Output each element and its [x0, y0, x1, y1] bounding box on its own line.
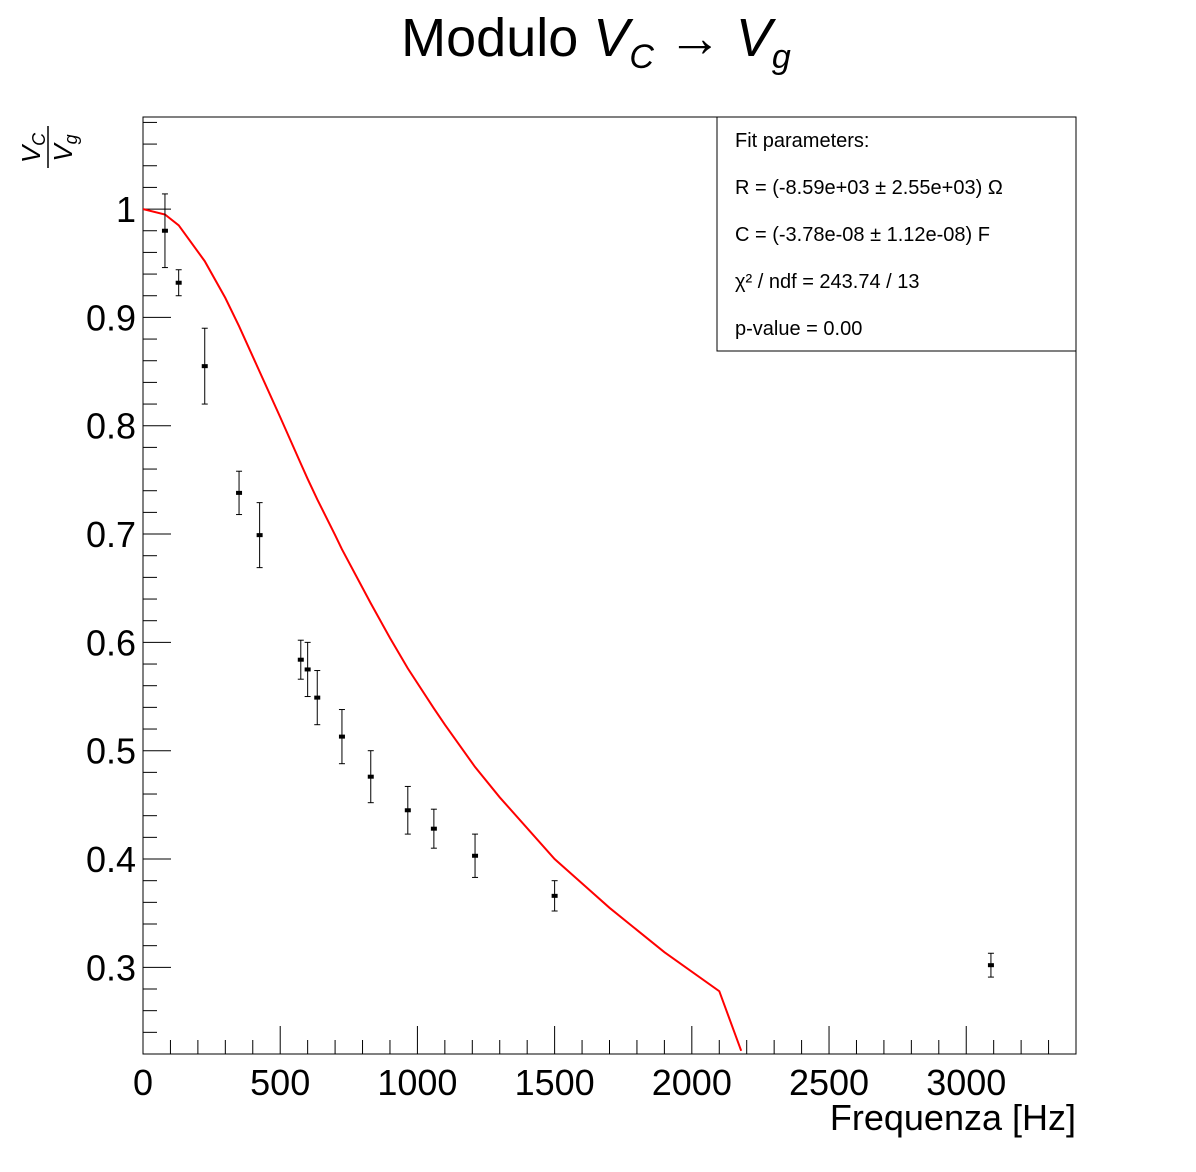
data-point [201, 327, 208, 405]
data-point [236, 470, 243, 516]
x-axis-label: Frequenza [Hz] [830, 1097, 1076, 1138]
data-point [161, 193, 168, 269]
fit-chi2-ndf: χ² / ndf = 243.74 / 13 [735, 271, 920, 293]
data-point [987, 952, 994, 978]
x-tick-label: 2500 [789, 1062, 869, 1103]
data-point [175, 269, 182, 297]
y-tick-label: 0.8 [86, 406, 136, 447]
point-marker [314, 695, 321, 700]
y-label-den-sub: g [61, 134, 81, 144]
y-tick-label: 0.3 [86, 947, 136, 988]
point-marker [430, 826, 437, 831]
data-point [404, 785, 411, 835]
point-marker [161, 228, 168, 233]
x-axis-tick-labels: 0 500 1000 1500 2000 2500 3000 [133, 1062, 1006, 1103]
x-tick-label: 0 [133, 1062, 153, 1103]
point-marker [201, 364, 208, 369]
data-point [551, 880, 558, 912]
x-tick-label: 3000 [926, 1062, 1006, 1103]
y-tick-label: 0.6 [86, 622, 136, 663]
y-axis-tick-labels: 0.3 0.4 0.5 0.6 0.7 0.8 0.9 1 [86, 189, 136, 988]
y-axis-ticks [143, 121, 171, 1055]
title-v1-main: V [593, 8, 634, 68]
title-v2-main: V [736, 8, 777, 68]
y-tick-label: 1 [116, 189, 136, 230]
x-tick-label: 1000 [377, 1062, 457, 1103]
point-marker [987, 963, 994, 968]
point-marker [256, 533, 263, 538]
y-tick-label: 0.9 [86, 297, 136, 338]
fit-p-value: p-value = 0.00 [735, 318, 862, 340]
fit-parameters-header: Fit parameters: [735, 130, 869, 152]
data-point [314, 670, 321, 726]
point-marker [236, 490, 243, 495]
y-label-num-main: V [16, 143, 46, 163]
fit-curve [143, 208, 743, 1052]
data-point [297, 639, 304, 680]
point-marker [338, 734, 345, 739]
point-marker [304, 667, 311, 672]
x-tick-label: 2000 [652, 1062, 732, 1103]
y-label-numerator: VC [16, 132, 49, 163]
y-tick-label: 0.7 [86, 514, 136, 555]
point-marker [551, 893, 558, 898]
fit-parameter-c: C = (-3.78e-08 ± 1.12e-08) F [735, 224, 990, 246]
x-tick-label: 500 [250, 1062, 310, 1103]
data-point [472, 833, 479, 878]
fit-parameters-box: Fit parameters: R = (-8.59e+03 ± 2.55e+0… [716, 116, 1077, 352]
point-marker [472, 853, 479, 858]
title-prefix: Modulo [401, 8, 593, 68]
chart-title: Modulo VC → Vg [401, 8, 791, 76]
point-marker [175, 280, 182, 285]
data-point [304, 641, 311, 698]
point-marker [367, 774, 374, 779]
y-label-den-main: V [48, 142, 78, 162]
title-arrow: → [668, 8, 722, 68]
fit-parameters-frame [716, 116, 1077, 352]
y-axis-label: VC Vg [16, 126, 81, 168]
x-axis-ticks [142, 1026, 1077, 1054]
fit-parameter-r: R = (-8.59e+03 ± 2.55e+03) Ω [735, 177, 1003, 199]
title-v1-sub: C [629, 38, 654, 76]
y-label-denominator: Vg [48, 134, 81, 161]
point-marker [297, 657, 304, 662]
data-point [256, 502, 263, 569]
y-tick-label: 0.4 [86, 839, 136, 880]
data-point [338, 709, 345, 765]
data-point [430, 808, 437, 849]
data-points-group [161, 193, 994, 978]
data-point [367, 750, 374, 804]
x-tick-label: 1500 [515, 1062, 595, 1103]
y-tick-label: 0.5 [86, 731, 136, 772]
point-marker [404, 808, 411, 813]
y-label-num-sub: C [29, 132, 49, 146]
title-v2-sub: g [772, 38, 791, 76]
fit-curve-group [143, 208, 743, 1052]
